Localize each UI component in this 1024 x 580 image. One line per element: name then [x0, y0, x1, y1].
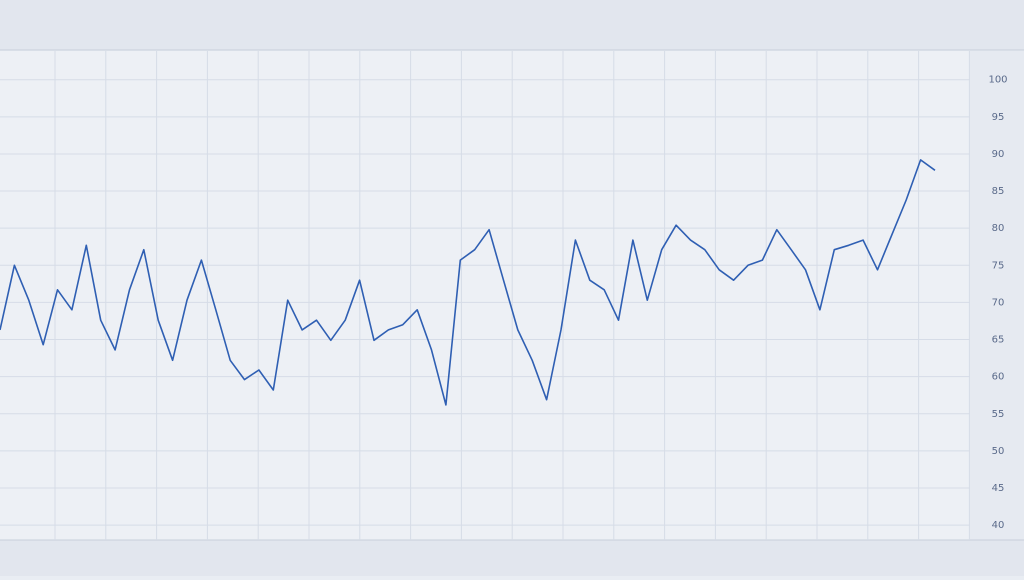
y-tick-label: 90 — [992, 149, 1005, 160]
time-axis — [0, 540, 1024, 576]
y-tick-label: 80 — [992, 223, 1005, 234]
price-axis — [970, 51, 1024, 540]
y-tick-label: 40 — [992, 520, 1005, 531]
y-tick-label: 55 — [992, 409, 1005, 420]
plot-area — [0, 51, 970, 540]
y-tick-label: 60 — [992, 372, 1005, 383]
price-line — [0, 159, 936, 406]
y-tick-label: 95 — [992, 112, 1005, 123]
y-tick-label: 45 — [992, 483, 1005, 494]
toolbar — [0, 0, 1024, 50]
y-tick-label: 100 — [988, 75, 1007, 86]
y-tick-label: 50 — [992, 446, 1005, 457]
y-tick-label: 75 — [992, 260, 1005, 271]
y-tick-label: 65 — [992, 335, 1005, 346]
y-tick-label: 85 — [992, 186, 1005, 197]
y-tick-label: 70 — [992, 297, 1005, 308]
